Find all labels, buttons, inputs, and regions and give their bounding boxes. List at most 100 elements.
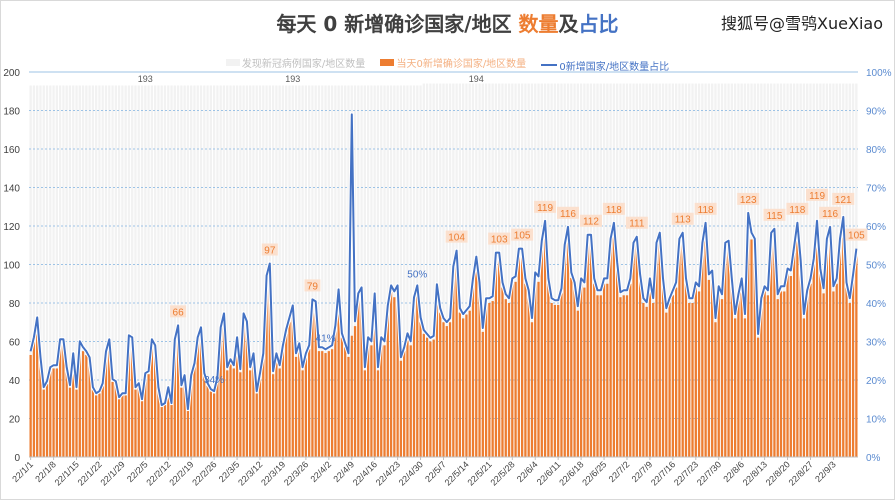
zero-new-bar	[671, 295, 675, 457]
zero-new-bar	[848, 303, 851, 457]
zero-new-bar	[32, 341, 36, 457]
zero-new-bar	[140, 401, 144, 457]
total-bar	[150, 85, 154, 457]
zero-new-bar	[511, 283, 514, 457]
total-bar	[806, 83, 809, 458]
count-label-bg	[763, 208, 786, 221]
zero-new-bar	[583, 287, 586, 457]
total-bar	[127, 85, 131, 457]
zero-new-bar	[245, 326, 249, 457]
total-bar	[81, 85, 85, 457]
total-bar	[465, 83, 468, 458]
zero-new-bar	[543, 227, 547, 457]
count-label-bg	[832, 192, 855, 205]
x-tick-label: 22/1/15	[53, 459, 81, 487]
zero-new-bar	[766, 295, 770, 457]
zero-new-bar	[498, 258, 501, 457]
y-left-tick-label: 140	[3, 184, 20, 195]
total-bar	[180, 85, 183, 457]
zero-new-bar	[366, 341, 370, 457]
total-bar	[163, 85, 167, 457]
zero-new-bar	[334, 329, 337, 457]
zero-new-bar	[717, 291, 720, 457]
zero-new-bar	[776, 299, 779, 457]
y-left-tick-label: 200	[3, 68, 20, 79]
zero-new-bar	[357, 299, 360, 457]
total-bar	[553, 83, 557, 458]
zero-new-bar	[252, 356, 255, 457]
zero-new-bar	[154, 349, 157, 457]
count-label-bg	[511, 228, 534, 241]
zero-new-bar	[596, 295, 599, 457]
zero-new-bar	[389, 291, 393, 457]
total-bar	[557, 83, 560, 458]
zero-new-bar	[796, 229, 799, 457]
zero-new-bar	[819, 274, 822, 457]
zero-new-bar	[576, 310, 579, 457]
total-bar	[301, 85, 304, 457]
zero-new-bar	[380, 341, 383, 457]
zero-new-bar	[399, 360, 403, 457]
zero-new-bar	[668, 303, 671, 457]
total-bar	[173, 85, 176, 457]
zero-new-bar	[376, 370, 380, 457]
zero-new-bar	[317, 351, 321, 457]
zero-new-bar	[406, 337, 409, 457]
total-bar	[802, 83, 806, 458]
zero-new-bar	[308, 349, 311, 457]
zero-new-bar	[222, 318, 226, 457]
y-left-tick-label: 120	[3, 222, 20, 233]
zero-new-bar	[730, 283, 733, 457]
total-bar	[252, 85, 255, 457]
zero-new-bar	[363, 370, 367, 457]
count-data-label: 105	[848, 231, 865, 242]
count-data-label: 66	[173, 307, 185, 318]
zero-new-bar	[275, 356, 278, 457]
zero-new-bar	[733, 318, 737, 457]
total-bar	[55, 85, 58, 457]
count-data-label: 111	[629, 219, 645, 230]
zero-new-bar	[121, 395, 124, 457]
zero-new-bar	[573, 287, 576, 457]
zero-new-bar	[792, 252, 796, 457]
zero-new-bar	[851, 279, 855, 457]
zero-new-bar	[724, 249, 727, 457]
count-label-bg	[304, 279, 321, 292]
zero-new-bar	[812, 264, 815, 457]
zero-new-bar	[242, 318, 245, 457]
zero-new-bar	[298, 347, 301, 457]
total-bar	[376, 85, 380, 457]
zero-new-bar	[396, 291, 399, 457]
x-tick-label: 22/7/23	[672, 459, 700, 487]
total-bar	[848, 83, 851, 458]
total-bar	[258, 85, 262, 457]
total-bar	[435, 83, 439, 458]
total-bar	[124, 85, 127, 457]
zero-new-bar	[330, 349, 334, 457]
total-bar	[760, 83, 763, 458]
total-bar	[235, 85, 239, 457]
total-bar	[314, 85, 317, 457]
total-bar	[534, 83, 537, 458]
zero-new-bar	[658, 239, 661, 457]
total-bar	[360, 85, 363, 457]
zero-new-bar	[131, 341, 134, 457]
zero-new-bar	[321, 351, 324, 457]
total-bar	[219, 85, 222, 457]
zero-new-bar	[101, 385, 104, 457]
zero-new-bar	[488, 303, 491, 457]
total-bar	[642, 83, 645, 458]
total-bar	[511, 83, 514, 458]
count-data-label: 118	[698, 205, 714, 216]
zero-new-bar	[560, 293, 563, 457]
zero-new-bar	[822, 293, 825, 457]
total-bar	[101, 85, 104, 457]
zero-new-bar	[226, 370, 229, 457]
zero-new-bar	[770, 239, 773, 457]
count-data-label: 119	[537, 203, 553, 214]
total-bar	[193, 85, 196, 457]
total-bar	[393, 85, 396, 457]
zero-new-bar	[478, 287, 481, 457]
total-bar	[576, 83, 579, 458]
zero-new-bar	[471, 283, 475, 457]
